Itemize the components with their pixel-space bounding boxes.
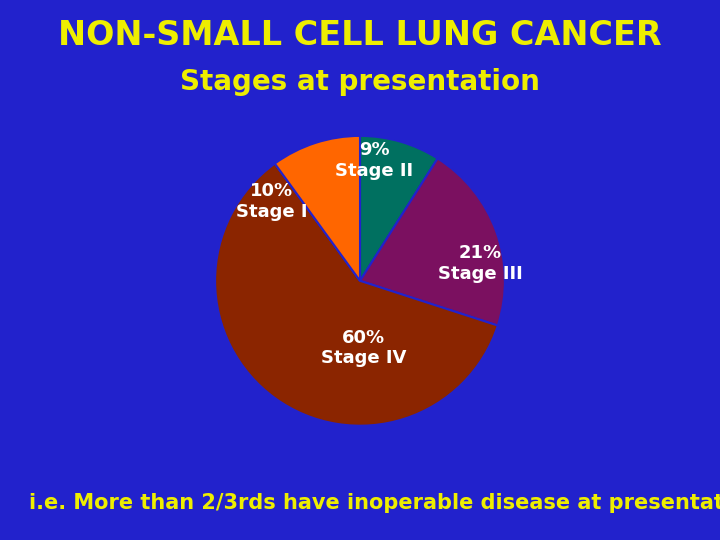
Text: 10%
Stage I: 10% Stage I xyxy=(236,182,307,221)
Text: 60%
Stage IV: 60% Stage IV xyxy=(321,328,406,367)
Text: NON-SMALL CELL LUNG CANCER: NON-SMALL CELL LUNG CANCER xyxy=(58,19,662,52)
Wedge shape xyxy=(360,136,438,281)
Text: Stages at presentation: Stages at presentation xyxy=(180,68,540,96)
Wedge shape xyxy=(275,136,360,281)
Text: 9%
Stage II: 9% Stage II xyxy=(335,141,413,180)
Wedge shape xyxy=(360,158,505,326)
Wedge shape xyxy=(215,164,498,426)
Text: i.e. More than 2/3rds have inoperable disease at presentation: i.e. More than 2/3rds have inoperable di… xyxy=(29,493,720,513)
Text: 21%
Stage III: 21% Stage III xyxy=(438,244,523,282)
